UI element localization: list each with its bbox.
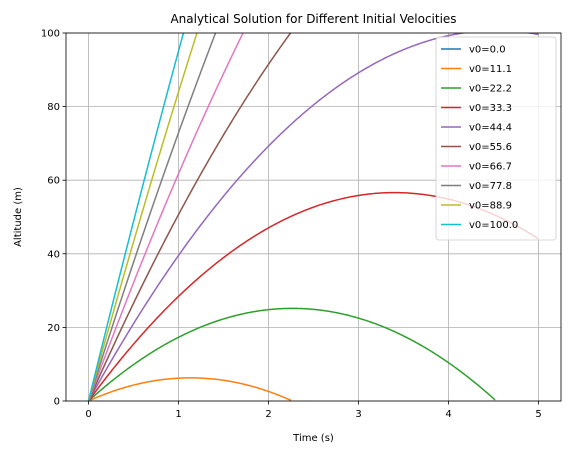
x-tick-label: 1 [175,409,181,420]
series-line [87,307,496,401]
legend-label: v0=88.9 [469,201,512,212]
legend-label: v0=100.0 [469,220,518,231]
legend-label: v0=66.7 [469,162,512,173]
y-axis-label: Altitude (m) [13,187,24,247]
legend-label: v0=11.1 [469,64,512,75]
series-line [88,377,292,401]
x-tick-label: 0 [85,409,91,420]
legend-label: v0=77.8 [469,181,512,192]
legend-label: v0=55.6 [469,142,512,153]
legend-label: v0=44.4 [469,123,512,134]
series-line [87,33,244,401]
series-line [87,33,217,401]
y-tick-label: 0 [54,397,60,408]
y-tick-label: 20 [47,323,60,334]
axis-ticks: 0 1 2 3 4 5 0 20 40 60 80 100 [41,29,542,421]
legend: v0=0.0 v0=11.1 v0=22.2 v0=33.3 v0=44.4 v0=55.… [435,36,557,241]
series-line [87,33,539,401]
series-line [87,33,185,401]
y-tick-label: 60 [47,176,60,187]
y-tick-label: 80 [47,102,60,113]
legend-label: v0=22.2 [469,84,512,95]
chart-title: Analytical Solution for Different Initia… [170,12,456,26]
series-line [87,33,198,401]
x-tick-label: 3 [355,409,361,420]
x-tick-label: 5 [535,409,541,420]
legend-frame [435,36,557,241]
legend-label: v0=33.3 [469,103,512,114]
plot-frame [65,32,562,402]
legend-label: v0=0.0 [469,45,506,56]
y-tick-label: 40 [47,249,60,260]
series-line [87,33,292,401]
x-axis-label: Time (s) [292,433,334,444]
y-tick-label: 100 [41,29,60,40]
x-tick-label: 4 [445,409,451,420]
x-tick-label: 2 [265,409,271,420]
